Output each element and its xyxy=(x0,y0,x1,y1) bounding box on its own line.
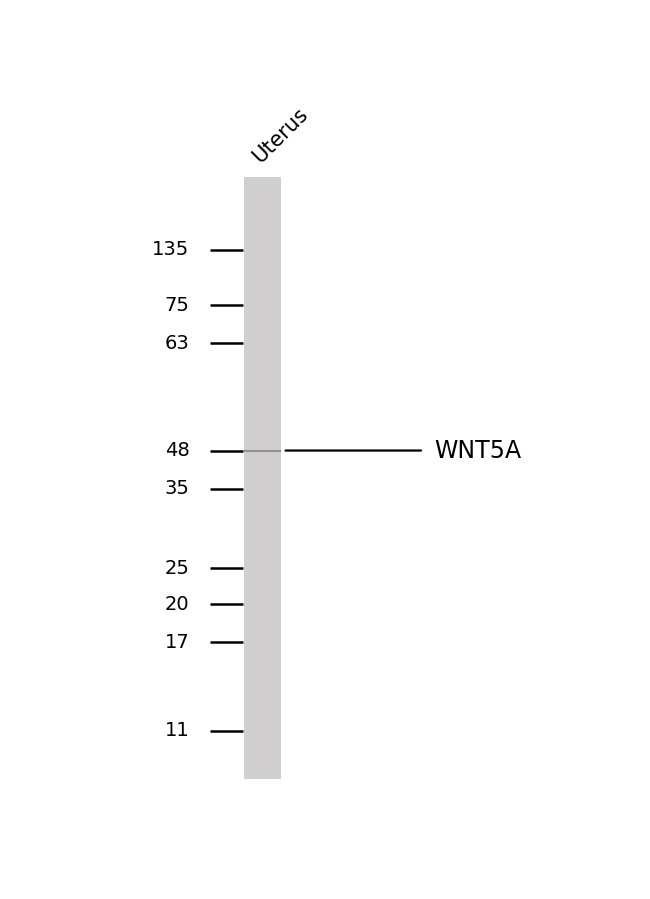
Text: 135: 135 xyxy=(152,240,190,259)
Bar xyxy=(244,177,281,779)
Text: 48: 48 xyxy=(165,441,190,460)
Text: WNT5A: WNT5A xyxy=(434,439,521,462)
Text: Uterus: Uterus xyxy=(248,103,311,166)
Text: 11: 11 xyxy=(165,721,190,741)
Text: 17: 17 xyxy=(165,633,190,652)
Text: 75: 75 xyxy=(164,296,190,315)
Text: 35: 35 xyxy=(164,479,190,498)
Text: 25: 25 xyxy=(164,558,190,578)
Text: 20: 20 xyxy=(165,595,190,614)
Text: 63: 63 xyxy=(165,334,190,352)
